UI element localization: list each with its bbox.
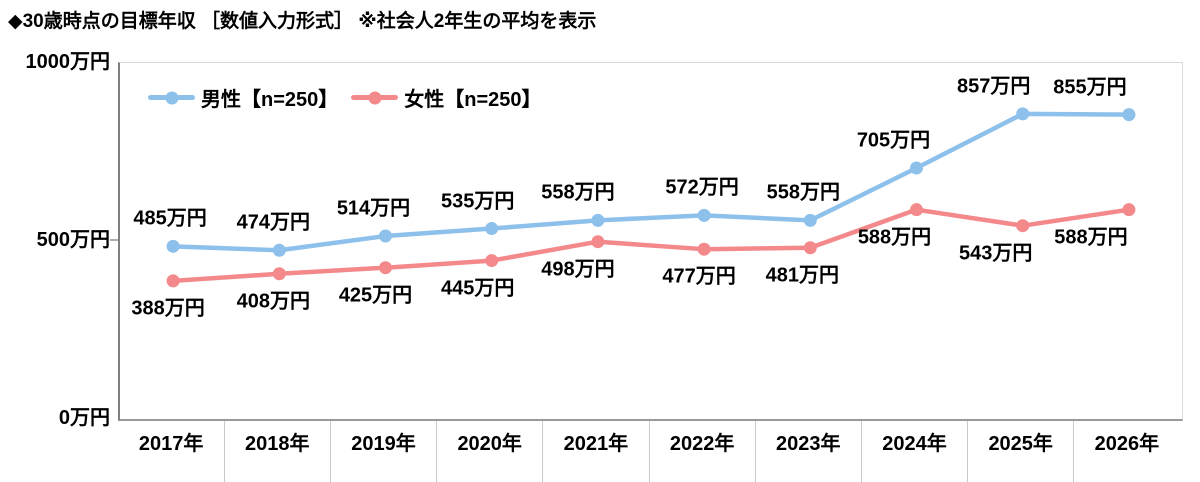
x-tick-label: 2024年	[882, 433, 947, 455]
data-point-marker-icon	[697, 242, 711, 256]
data-label: 558万円	[766, 181, 840, 204]
data-label: 425万円	[338, 284, 413, 307]
x-category-separator	[329, 421, 331, 482]
data-label: 558万円	[541, 181, 615, 204]
x-category-separator	[754, 421, 756, 482]
chart-title: ◆30歳時点の目標年収 ［数値入力形式］ ※社会人2年生の平均を表示	[8, 11, 597, 32]
data-point-marker-icon	[379, 229, 392, 243]
x-category-separator	[648, 421, 650, 482]
legend-label-male: 男性【n=250】	[201, 89, 339, 111]
legend-item-female: 女性【n=250】	[351, 83, 542, 112]
data-point-marker-icon	[1122, 108, 1136, 122]
data-point-marker-icon	[803, 241, 817, 255]
data-point-marker-icon	[803, 213, 817, 227]
x-tick-label: 2023年	[776, 433, 841, 455]
y-tick-label: 1000万円	[25, 51, 111, 73]
data-label: 498万円	[541, 258, 615, 281]
x-tick-label: 2026年	[1094, 433, 1160, 455]
x-tick-label: 2017年	[138, 433, 204, 455]
x-tick-label: 2021年	[563, 433, 629, 455]
data-point-marker-icon	[485, 254, 499, 268]
x-category-separator	[967, 421, 969, 482]
data-point-marker-icon	[591, 213, 605, 227]
data-label: 485万円	[133, 207, 207, 230]
x-category-separator	[223, 421, 225, 482]
x-category-separator	[860, 421, 862, 482]
data-point-marker-icon	[1122, 203, 1136, 217]
data-label: 855万円	[1053, 76, 1127, 99]
data-point-marker-icon	[591, 235, 605, 249]
x-category-separator	[542, 421, 544, 482]
x-tick-label: 2025年	[988, 433, 1053, 455]
data-point-marker-icon	[697, 208, 711, 222]
data-point-marker-icon	[485, 222, 499, 236]
legend-item-male: 男性【n=250】	[148, 83, 338, 112]
x-tick-label: 2018年	[245, 433, 310, 455]
line-chart-svg	[166, 107, 1136, 288]
data-label: 514万円	[336, 197, 411, 220]
data-label: 857万円	[957, 75, 1031, 98]
data-point-marker-icon	[910, 161, 923, 175]
data-label: 572万円	[665, 176, 739, 199]
legend-label-female: 女性【n=250】	[404, 89, 542, 111]
series-line	[170, 111, 1132, 253]
data-label: 543万円	[959, 242, 1033, 265]
data-label: 481万円	[765, 264, 839, 287]
data-point-marker-icon	[272, 243, 286, 257]
male-series-marker-icon	[165, 91, 178, 104]
data-point-marker-icon	[379, 261, 392, 275]
data-label: 388万円	[131, 297, 205, 320]
data-point-marker-icon	[910, 203, 923, 217]
data-point-marker-icon	[166, 239, 180, 253]
data-point-marker-icon	[166, 274, 180, 288]
female-series-marker-icon	[368, 91, 382, 104]
female-series-swatch-icon	[351, 91, 399, 104]
data-point-marker-icon	[272, 267, 286, 281]
data-point-marker-icon	[1016, 219, 1030, 233]
data-label: 445万円	[441, 277, 515, 300]
data-label: 588万円	[1054, 226, 1128, 249]
data-label: 588万円	[857, 226, 932, 249]
y-tick-mark	[110, 239, 118, 241]
male-series-swatch-icon	[148, 91, 195, 104]
data-label: 535万円	[441, 190, 515, 213]
data-label: 477万円	[662, 265, 736, 288]
x-tick-label: 2022年	[669, 433, 735, 455]
y-tick-label: 500万円	[36, 229, 110, 251]
plot-area: 男性【n=250】 女性【n=250】 485万円 474万円 514万円 535万円…	[118, 62, 1183, 421]
x-category-separator	[1073, 421, 1075, 482]
x-tick-label: 2019年	[351, 433, 416, 455]
x-category-separator	[436, 421, 438, 482]
data-point-marker-icon	[1016, 107, 1030, 121]
data-label: 474万円	[236, 211, 310, 234]
data-label: 408万円	[236, 290, 310, 313]
legend: 男性【n=250】 女性【n=250】	[148, 83, 542, 112]
series-line	[170, 207, 1132, 284]
x-tick-label: 2020年	[457, 433, 522, 455]
y-tick-label: 0万円	[58, 407, 110, 429]
data-label: 705万円	[856, 129, 931, 152]
